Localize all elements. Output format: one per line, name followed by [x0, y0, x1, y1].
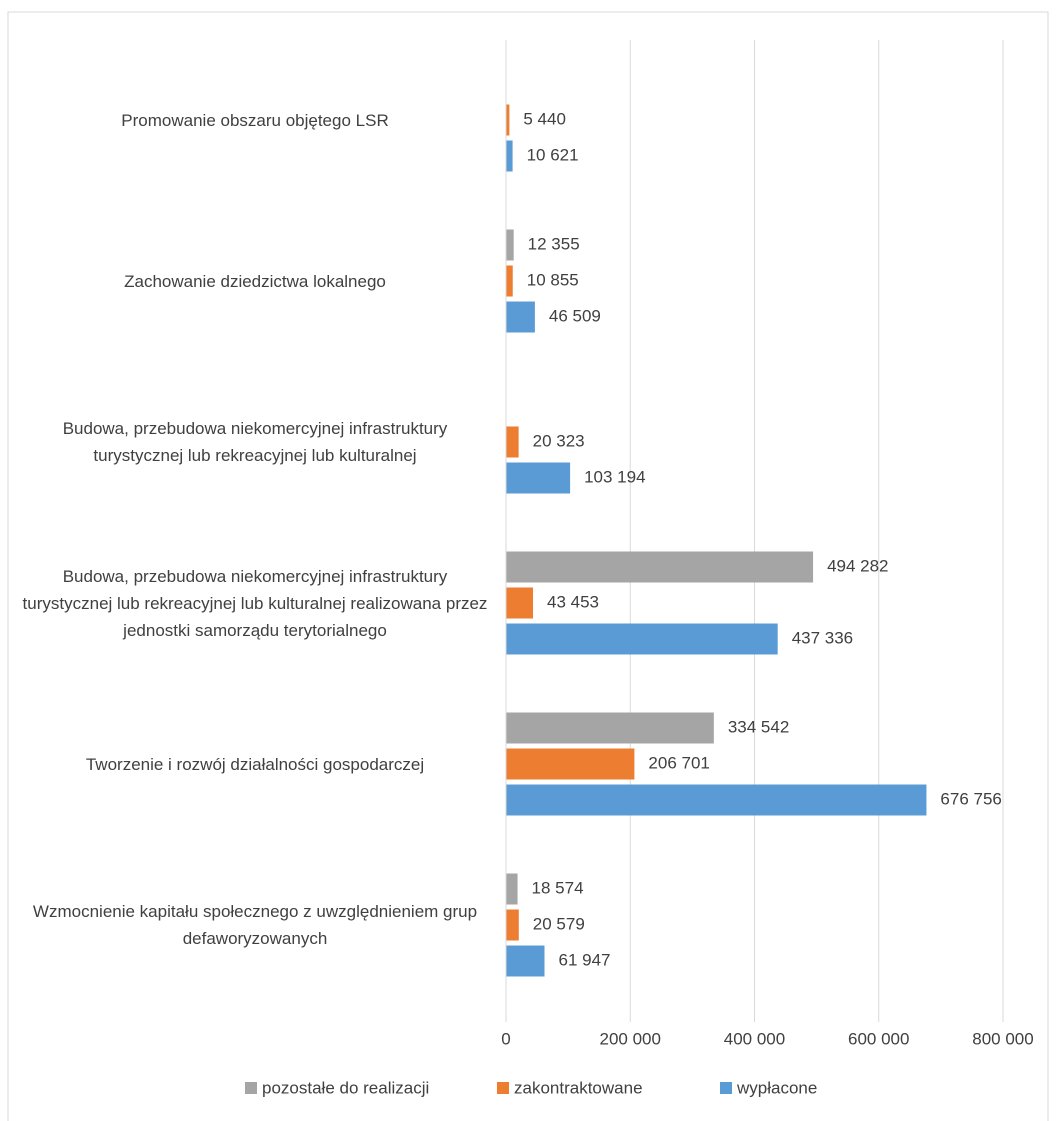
bar: [506, 140, 513, 172]
value-label: 46 509: [549, 306, 601, 325]
bar: [506, 265, 513, 297]
value-label: 206 701: [648, 753, 709, 772]
value-label: 10 621: [527, 145, 579, 164]
x-tick-label: 200 000: [600, 1029, 661, 1048]
bar: [506, 748, 635, 780]
legend-label: zakontraktowane: [514, 1078, 643, 1097]
value-label: 437 336: [792, 628, 853, 647]
legend-swatch: [497, 1082, 509, 1094]
legend-label: wypłacone: [736, 1078, 817, 1097]
value-label: 61 947: [558, 950, 610, 969]
value-label: 103 194: [584, 467, 645, 486]
category-label: Wzmocnienie kapitału społecznego z uwzgl…: [32, 902, 478, 948]
chart-frame: [7, 11, 1049, 1121]
bar: [506, 784, 927, 816]
x-tick-label: 400 000: [724, 1029, 785, 1048]
bar: [506, 426, 519, 458]
bar: [506, 712, 714, 744]
category-label: Budowa, przebudowa niekomercyjnej infras…: [62, 419, 448, 465]
legend-swatch: [245, 1082, 257, 1094]
value-label: 10 855: [527, 270, 579, 289]
value-label: 18 574: [532, 878, 584, 897]
bar: [506, 104, 510, 136]
bar: [506, 229, 514, 261]
value-label: 20 579: [533, 914, 585, 933]
bar: [506, 623, 778, 655]
bar: [506, 945, 545, 977]
value-label: 20 323: [533, 431, 585, 450]
legend-label: pozostałe do realizacji: [262, 1078, 429, 1097]
value-label: 334 542: [728, 717, 789, 736]
value-label: 676 756: [940, 789, 1001, 808]
category-label: Promowanie obszaru objętego LSR: [121, 110, 389, 130]
value-label: 12 355: [528, 234, 580, 253]
bar: [506, 587, 533, 619]
value-label: 494 282: [827, 556, 888, 575]
bar: [506, 909, 519, 941]
value-label: 5 440: [523, 109, 566, 128]
x-tick-label: 0: [501, 1029, 510, 1048]
x-tick-label: 600 000: [848, 1029, 909, 1048]
category-label: Zachowanie dziedzictwa lokalnego: [124, 271, 386, 291]
bar: [506, 873, 518, 905]
bar: [506, 462, 571, 494]
category-label: Tworzenie i rozwój działalności gospodar…: [85, 754, 425, 774]
category-label: Budowa, przebudowa niekomercyjnej infras…: [22, 566, 488, 640]
bar: [506, 301, 535, 333]
value-label: 43 453: [547, 592, 599, 611]
x-tick-label: 800 000: [972, 1029, 1033, 1048]
bar: [506, 551, 814, 583]
legend-swatch: [720, 1082, 732, 1094]
